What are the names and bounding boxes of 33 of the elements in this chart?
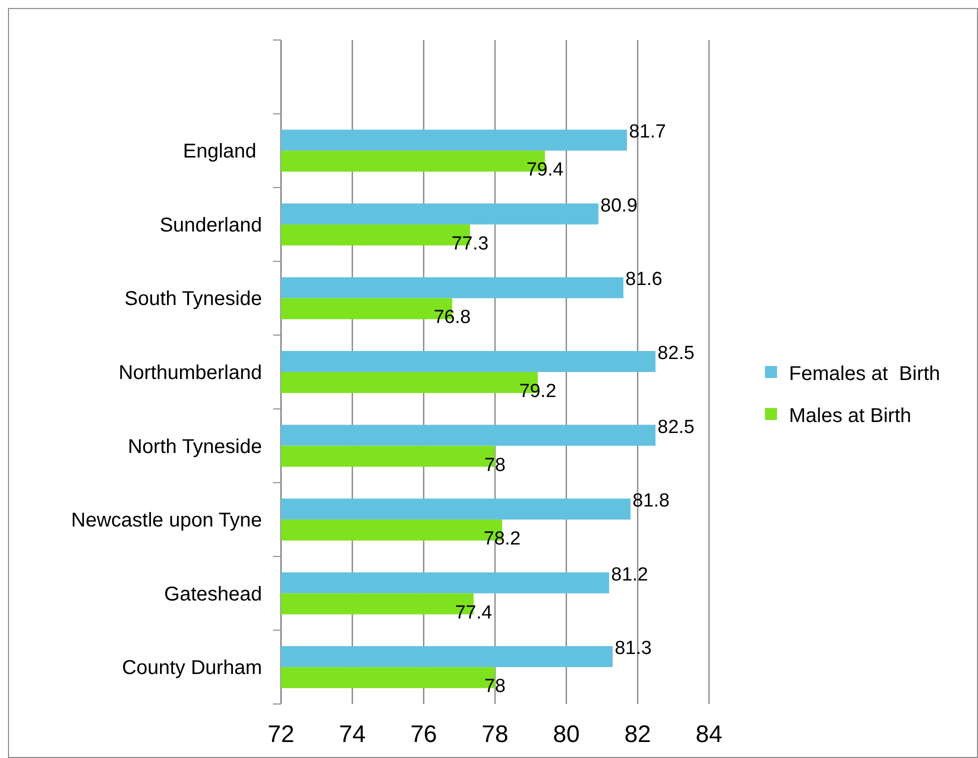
data-label: 78.2 [484,528,521,550]
data-label: 78 [484,454,506,476]
x-tick-label: 84 [696,721,722,748]
y-tick-label: County Durham [122,657,262,680]
x-tick-label: 72 [268,721,294,748]
data-label: 76.8 [434,307,471,328]
data-label: 81.2 [611,564,648,586]
legend-label: Males at Birth [789,405,912,427]
y-tick-label: Northumberland [118,362,262,384]
y-tick-label: North Tyneside [128,436,262,458]
data-label: 79.4 [526,160,564,181]
y-tick-label: England [183,140,262,163]
data-label: 77.4 [455,602,493,624]
data-label: 81.6 [625,269,662,290]
x-tick-label: 82 [624,721,652,748]
data-label: 81.3 [614,638,652,660]
data-label: 82.5 [658,416,694,438]
data-label: 81.8 [632,490,670,512]
x-tick-label: 74 [338,721,366,748]
data-label: 79.2 [519,381,556,402]
y-tick-label: Gateshead [164,583,262,606]
x-tick-label: 78 [482,721,508,748]
data-label: 78 [484,676,506,698]
y-tick-label: Sunderland [160,214,262,236]
data-label: 81.7 [628,122,666,143]
legend-label: Females at Birth [789,363,940,385]
data-label: 77.3 [452,233,489,254]
data-label: 82.5 [658,343,694,364]
y-tick-label: Newcastle upon Tyne [71,510,262,532]
x-tick-label: 80 [552,721,580,748]
x-tick-label: 76 [410,721,438,748]
data-label: 80.9 [600,195,638,216]
y-tick-label: South Tyneside [124,288,262,310]
